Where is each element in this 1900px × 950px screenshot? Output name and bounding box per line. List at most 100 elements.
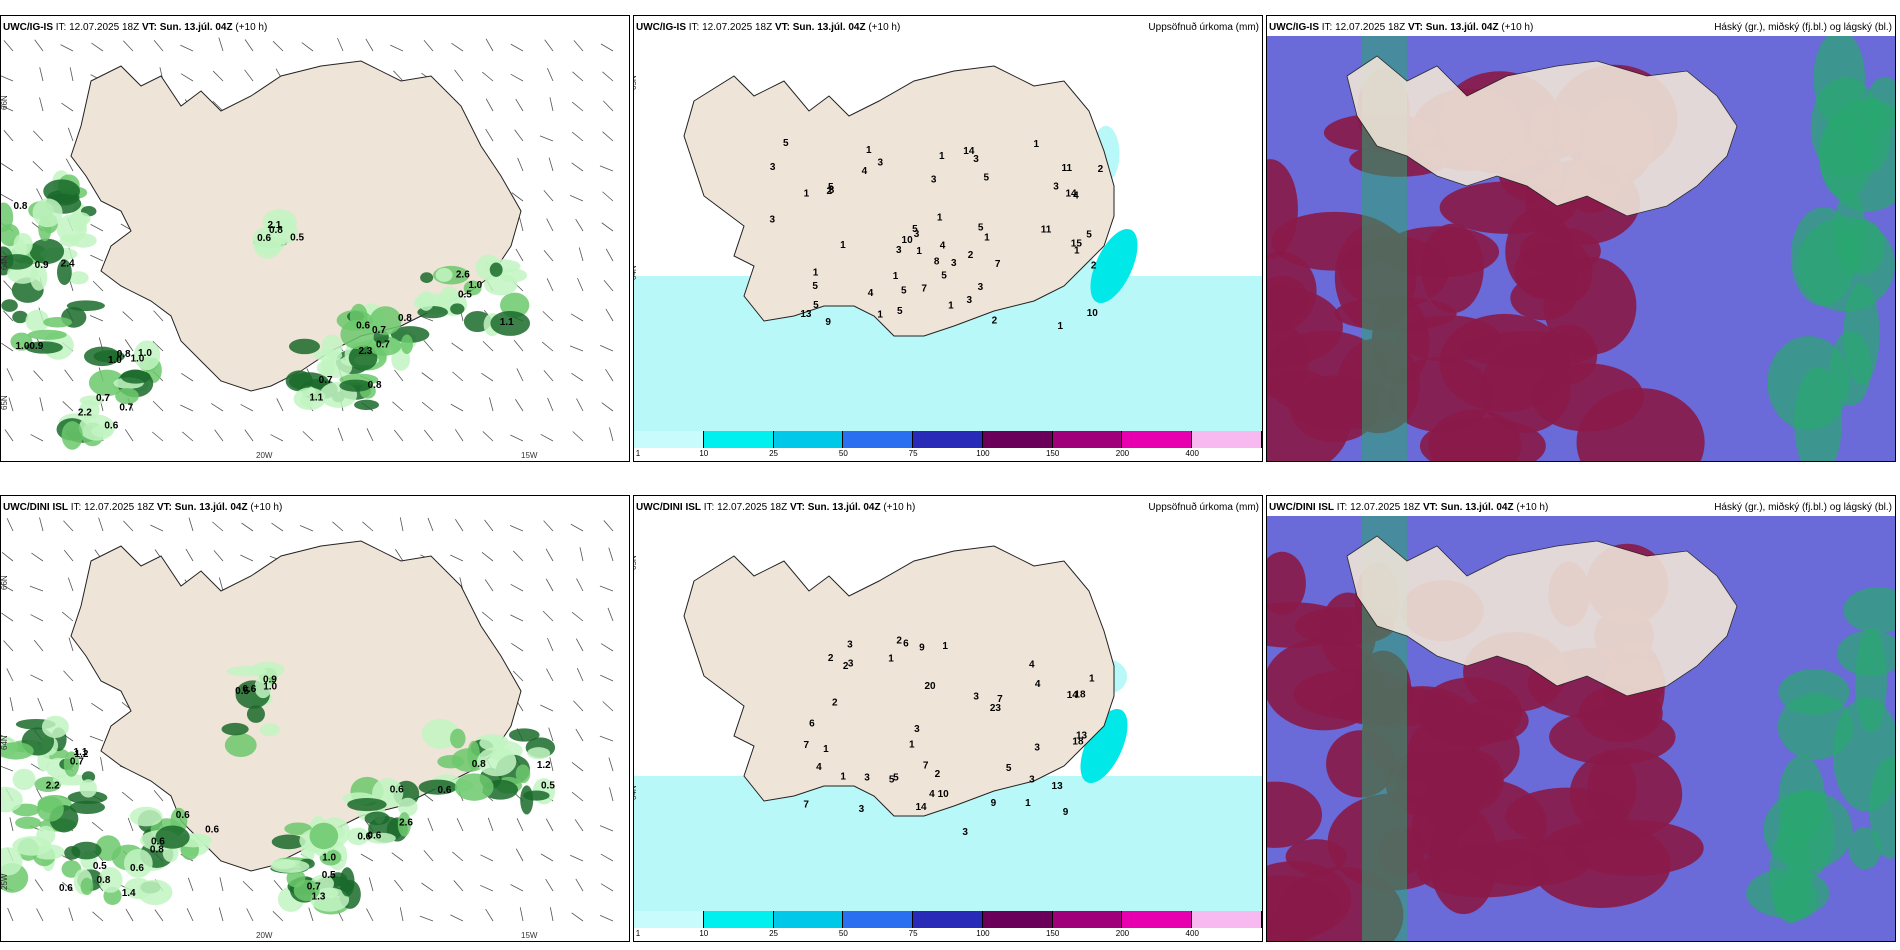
- rain-value-label: 2.6: [456, 269, 470, 280]
- rain-cell: [123, 848, 153, 878]
- precip-value-label: 3: [951, 258, 957, 269]
- rain-cell: [1, 847, 23, 876]
- wind-barb: [599, 915, 614, 922]
- wind-barb: [37, 697, 44, 712]
- mid-cloud-cell: [1441, 749, 1504, 811]
- rain-shading: [1, 661, 556, 915]
- rain-cell: [397, 797, 418, 817]
- precip-cell: [828, 786, 857, 856]
- wind-barb: [64, 369, 74, 382]
- wind-barb: [454, 69, 464, 82]
- precip-value-label: 14: [915, 802, 927, 813]
- wind-barb: [67, 577, 74, 592]
- lat-label: 66N: [1, 95, 9, 110]
- rain-value-label: 2.6: [399, 818, 413, 829]
- wind-barb: [579, 547, 584, 562]
- precip-value-label: 1: [948, 301, 954, 312]
- precip-value-label: 13: [1076, 730, 1088, 741]
- rain-cell: [221, 722, 249, 736]
- rain-cell: [418, 290, 435, 311]
- cloud-panel-bottom: UWC/DINI ISL IT: 12.07.2025 18Z VT: Sun.…: [1266, 495, 1896, 942]
- wind-barb: [153, 39, 164, 52]
- precip-value-label: 3: [859, 804, 865, 815]
- wind-barb: [91, 42, 104, 52]
- wind-barb: [603, 520, 614, 532]
- wind-barb: [549, 907, 554, 922]
- rain-cell: [71, 841, 102, 860]
- wind-barb: [218, 577, 224, 592]
- wind-barb: [519, 217, 524, 232]
- precip-value-label: 5: [897, 306, 903, 317]
- wind-barb: [153, 789, 164, 802]
- precip-value-label: 15: [1071, 239, 1083, 250]
- rain-cell: [12, 310, 28, 324]
- rain-cell: [1, 742, 34, 760]
- wind-barb: [423, 429, 434, 442]
- rain-value-label: 0.6: [437, 785, 451, 796]
- precip-value-label: 9: [825, 317, 831, 328]
- wind-barb: [516, 368, 524, 382]
- wind-barb: [125, 908, 134, 922]
- rain-cell: [309, 822, 339, 850]
- high-cloud-cell: [1836, 630, 1895, 677]
- mid-cloud-cell: [1267, 551, 1306, 615]
- colorbar-segment: [913, 431, 983, 448]
- panel-header: UWC/IG-IS IT: 12.07.2025 18Z VT: Sun. 13…: [1269, 22, 1534, 33]
- wind-barb: [61, 611, 74, 622]
- wind-barb: [548, 157, 554, 172]
- colorbar-tick: 50: [838, 449, 848, 458]
- wind-barb: [69, 697, 74, 712]
- wind-barb: [571, 762, 584, 772]
- wind-barb: [1, 765, 14, 772]
- wind-barb: [608, 757, 614, 772]
- wind-barb: [547, 68, 554, 82]
- precip-value-label: 5: [889, 774, 895, 785]
- precip-value-label: 20: [925, 681, 937, 692]
- wind-barb: [484, 579, 494, 592]
- rain-cell: [310, 887, 350, 912]
- lon-label: 15W: [521, 931, 538, 940]
- wind-barb: [480, 854, 494, 862]
- rain-value-label: 0.6: [390, 784, 404, 795]
- precip-value-label: 1: [888, 654, 894, 665]
- wind-barb: [214, 429, 224, 442]
- precip-value-label: 7: [997, 694, 1003, 705]
- colorbar-tick: 100: [976, 449, 990, 458]
- rain-cell: [25, 309, 50, 333]
- precip-value-label: 6: [809, 718, 815, 729]
- rain-value-label: 0.6: [176, 810, 190, 821]
- wind-barb: [218, 907, 224, 922]
- wind-barb: [365, 38, 374, 52]
- rain-value-label: 0.6: [104, 420, 118, 431]
- wind-barb: [276, 398, 284, 412]
- precip-value-label: 1: [893, 271, 899, 282]
- colorbar-segment: [773, 911, 844, 928]
- colorbar-tick: 400: [1185, 929, 1199, 938]
- wind-barb: [8, 397, 14, 412]
- wind-barb: [92, 911, 104, 922]
- wind-barb: [542, 311, 554, 322]
- precip-value-label: 5: [901, 285, 907, 296]
- wind-barb: [3, 640, 14, 652]
- wind-barb: [185, 548, 194, 562]
- precip-value-label: 1: [1057, 321, 1063, 332]
- precip-value-label: 3: [770, 215, 776, 226]
- wind-barb: [453, 880, 464, 892]
- high-cloud-cell: [1843, 587, 1895, 634]
- wind-barb: [482, 340, 494, 352]
- wind-barb: [540, 433, 554, 442]
- wind-barb: [92, 280, 104, 292]
- wind-barb: [1, 342, 14, 352]
- precip-cell: [1077, 821, 1120, 859]
- precip-value-label: 3: [967, 295, 973, 306]
- rain-cell: [285, 370, 313, 392]
- wind-barb: [608, 547, 614, 562]
- wind-barb: [545, 548, 554, 562]
- wind-barb: [392, 401, 404, 412]
- cloud-shading: [1267, 36, 1895, 461]
- wind-barb: [481, 552, 494, 562]
- mid-cloud-cell: [1267, 781, 1323, 848]
- cloud-shading: [1267, 516, 1895, 941]
- precip-value-label: 5: [941, 271, 947, 282]
- wind-barb: [272, 40, 284, 52]
